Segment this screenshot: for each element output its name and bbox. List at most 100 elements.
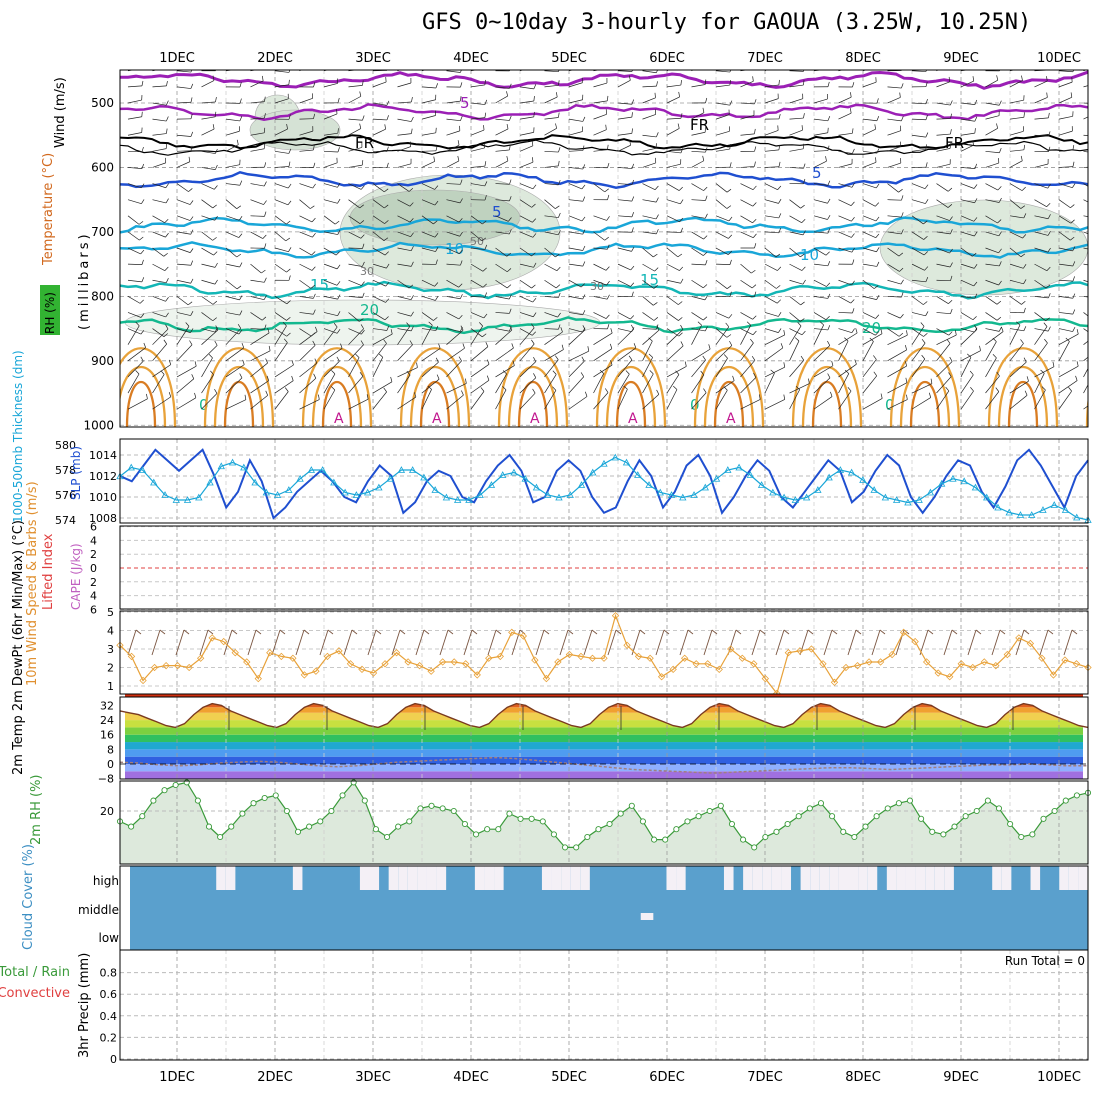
wind-barb: [495, 95, 508, 104]
wind-barb: [729, 70, 732, 73]
wind-barb: [421, 362, 439, 378]
day-label-top: 10DEC: [1037, 51, 1081, 66]
wind-barb: [789, 199, 801, 209]
wind-barb: [299, 231, 313, 238]
wind-barb: [873, 371, 878, 377]
wind-barb: [372, 215, 385, 224]
wind-barb: [337, 97, 340, 103]
wind-barb: [471, 629, 478, 635]
wind-barb: [631, 128, 633, 134]
wind-barb: [900, 279, 904, 285]
wind-barb: [201, 374, 214, 394]
wind-barb: [127, 199, 142, 204]
wind-barb: [673, 385, 678, 390]
cloud-high-clear: [1059, 866, 1069, 890]
thickness-marker: [926, 488, 935, 496]
rh-marker: [951, 823, 958, 830]
wind-barb: [593, 364, 613, 378]
wind-barb: [593, 263, 607, 271]
wind-barb: [140, 249, 145, 255]
wind-barb: [948, 331, 953, 336]
wind-speed-marker: [704, 660, 712, 668]
wind-barb: [544, 128, 557, 136]
wind-barb: [519, 183, 534, 190]
wind-barb: [740, 133, 755, 136]
wind-barb: [631, 179, 634, 185]
wind-speed-marker: [738, 654, 746, 662]
wind-barb: [593, 215, 607, 221]
wind-barb: [985, 375, 1000, 394]
wind-barb: [533, 95, 535, 102]
wind-barb: [887, 312, 901, 319]
wind-barb: [593, 247, 608, 250]
wind-barb: [936, 334, 957, 346]
wind-barb: [555, 205, 560, 209]
wind-barb: [509, 179, 512, 185]
cloud-high-clear: [666, 866, 677, 890]
thickness-marker: [1073, 513, 1081, 521]
wind-barb: [1009, 263, 1024, 269]
wind-barb: [176, 296, 189, 306]
wind-barb: [617, 359, 633, 378]
temperature-contour: [399, 347, 471, 427]
rh-marker: [372, 826, 379, 833]
wind-barb: [582, 261, 586, 267]
wind-barb: [288, 79, 290, 85]
wind-barb: [656, 81, 658, 87]
wind-barb: [447, 629, 454, 635]
wind-barb: [152, 396, 171, 410]
thickness-marker: [859, 476, 867, 483]
wind-barb: [825, 315, 830, 320]
wind-barb: [446, 328, 461, 332]
wind-barb: [1023, 213, 1027, 219]
wind-barb: [519, 199, 532, 208]
wind-barb: [726, 334, 732, 338]
wind-barb: [844, 337, 849, 342]
wind-barb: [1009, 99, 1024, 104]
wind-barb: [1046, 202, 1051, 207]
wind-barb: [335, 220, 340, 225]
y-tick-label: 6: [90, 603, 97, 616]
upper-air-content: 5FRFRFR55101015152020303050000AAAAA: [120, 70, 1099, 427]
wind-barb: [642, 199, 657, 203]
wind-barb: [386, 325, 390, 331]
wind-barb: [630, 324, 634, 330]
wind-barb: [876, 115, 880, 121]
thickness-marker: [983, 493, 991, 501]
wind-barb: [1058, 380, 1078, 394]
wind-barb: [385, 282, 390, 287]
wind-barb: [560, 327, 563, 333]
wind-barb: [274, 231, 286, 242]
wind-barb: [323, 312, 338, 317]
side-label-wind10m: 10m Wind Speed & Barbs (m/s): [25, 481, 40, 686]
wind-barb: [470, 380, 490, 394]
wind-barb: [1009, 296, 1022, 305]
thickness-marker: [240, 463, 248, 471]
isotherm--5: [120, 103, 1088, 121]
wind-barb: [813, 328, 828, 331]
wind-barb: [348, 247, 363, 249]
wind-barb: [666, 96, 680, 104]
wind-barb: [250, 132, 265, 136]
wind-barb: [923, 301, 928, 305]
wind-barb: [250, 332, 270, 345]
legend-total-rain: Total / Rain: [0, 965, 70, 980]
wind-barb: [544, 117, 559, 120]
wind-barb: [819, 321, 824, 326]
wind-barb: [783, 394, 786, 400]
wind-barb: [813, 312, 827, 320]
wind-barb: [740, 231, 754, 239]
cloud-high-clear: [752, 866, 763, 890]
rh-marker: [328, 807, 335, 815]
wind-barb: [532, 388, 536, 394]
wind-barb: [506, 91, 509, 97]
wind-barb: [764, 347, 784, 362]
wind-barb: [189, 200, 194, 205]
y-tick-label: 0: [107, 758, 114, 771]
wind-barb: [225, 215, 240, 221]
wind-barb: [1083, 405, 1088, 410]
wind-barb: [1065, 337, 1070, 342]
wind-barb: [1097, 214, 1099, 218]
wind-barb: [225, 247, 237, 258]
wind-barb: [359, 91, 362, 97]
